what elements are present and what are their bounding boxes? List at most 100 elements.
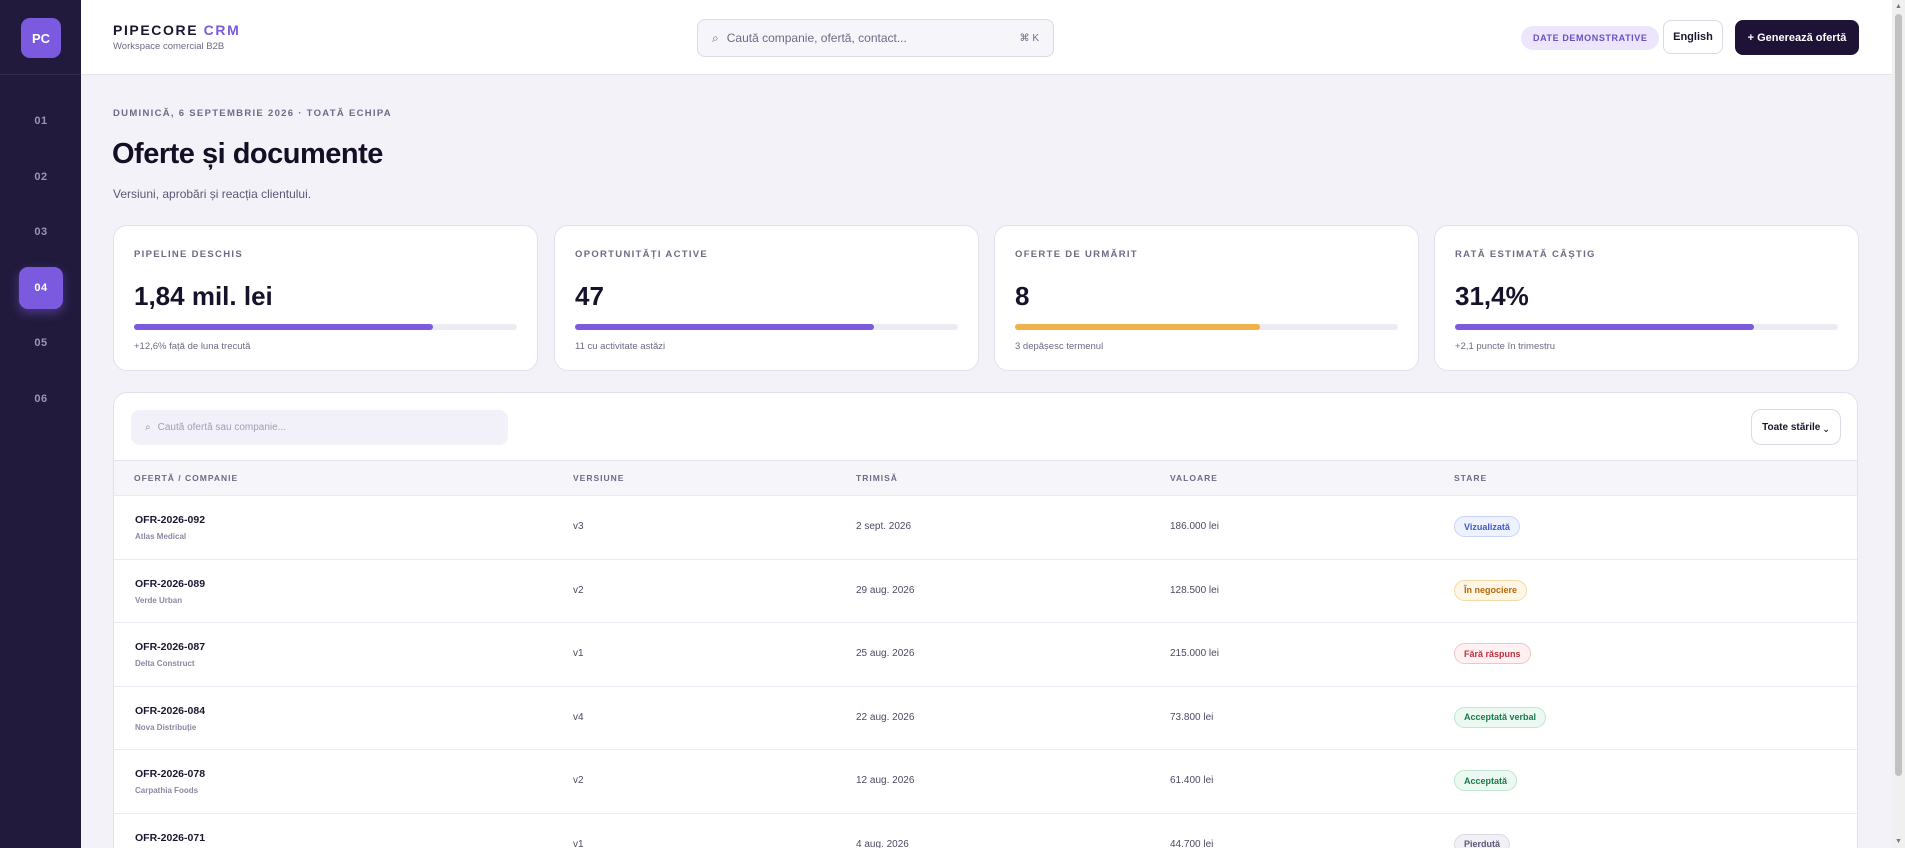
kpi-card: PIPELINE DESCHIS 1,84 mil. lei +12,6% față… xyxy=(113,225,538,371)
offers-table-card: ⌕ Toate stările ⌄ OFERTĂ / COMPANIE VERSI… xyxy=(113,392,1858,848)
table-row[interactable]: OFR-2026-087 Delta Construct v1 25 aug. 202… xyxy=(114,622,1857,685)
kpi-progress-fill xyxy=(1455,324,1754,330)
column-header[interactable]: TRIMISĂ xyxy=(856,473,898,483)
kpi-value: 8 xyxy=(1015,281,1030,311)
column-header[interactable]: VALOARE xyxy=(1170,473,1218,483)
status-filter-label: Toate stările xyxy=(1762,421,1821,433)
offer-version: v2 xyxy=(573,775,584,786)
offer-id[interactable]: OFR-2026-078 xyxy=(135,768,206,780)
offer-company: Carpathia Foods xyxy=(135,786,199,795)
offer-version: v1 xyxy=(573,648,584,659)
top-header: PIPECORE CRM Workspace comercial B2B ⌕ ⌘… xyxy=(81,0,1892,75)
brand-name: PIPECORE CRM xyxy=(113,22,240,38)
kpi-label: RATĂ ESTIMATĂ CÂȘTIG xyxy=(1455,249,1596,260)
brand-accent: CRM xyxy=(203,22,241,38)
kpi-label: PIPELINE DESCHIS xyxy=(134,249,243,260)
status-badge: Acceptată xyxy=(1454,770,1518,791)
offer-sent-date: 2 sept. 2026 xyxy=(856,521,912,532)
page-scrollbar[interactable]: ▲ ▼ xyxy=(1892,0,1905,848)
offer-company: Nova Distribuție xyxy=(135,722,197,732)
column-header[interactable]: STARE xyxy=(1454,473,1488,483)
global-search-input[interactable] xyxy=(726,31,1020,45)
offer-version: v3 xyxy=(573,521,584,532)
search-icon: ⌕ xyxy=(145,422,151,433)
kpi-value: 1,84 mil. lei xyxy=(134,281,273,311)
offer-value: 73.800 lei xyxy=(1170,711,1214,723)
offer-sent-date: 4 aug. 2026 xyxy=(856,838,909,848)
kpi-progress-track xyxy=(1015,324,1398,330)
offer-version: v1 xyxy=(573,838,584,848)
column-header[interactable]: VERSIUNE xyxy=(573,473,625,483)
offer-value: 44.700 lei xyxy=(1170,838,1214,848)
table-row[interactable]: OFR-2026-089 Verde Urban v2 29 aug. 2026 128… xyxy=(114,558,1857,622)
sidebar-item-01[interactable]: 01 xyxy=(34,115,48,127)
offer-version: v2 xyxy=(573,584,584,596)
app-logo[interactable]: PC xyxy=(21,18,61,58)
kpi-progress-fill xyxy=(1015,324,1261,330)
offers-search-input[interactable] xyxy=(157,422,494,433)
search-icon: ⌕ xyxy=(712,30,719,45)
offer-company: Verde Urban xyxy=(135,595,183,605)
offer-id[interactable]: OFR-2026-089 xyxy=(135,577,206,590)
offer-value: 215.000 lei xyxy=(1170,648,1219,659)
offer-value: 186.000 lei xyxy=(1170,521,1219,532)
language-button[interactable]: English xyxy=(1663,20,1723,54)
offer-version: v4 xyxy=(573,711,584,723)
offer-value: 128.500 lei xyxy=(1170,584,1219,596)
kpi-note: +2,1 puncte în trimestru xyxy=(1455,341,1556,352)
scroll-up-icon[interactable]: ▲ xyxy=(1895,3,1902,10)
offer-id[interactable]: OFR-2026-084 xyxy=(135,704,206,717)
kpi-label: OPORTUNITĂȚI ACTIVE xyxy=(575,249,709,260)
page-subtitle: Versiuni, aprobări și reacția clientului… xyxy=(113,187,312,201)
offer-company: Delta Construct xyxy=(135,659,195,668)
offer-value: 61.400 lei xyxy=(1170,775,1214,786)
generate-offer-button[interactable]: + Generează ofertă xyxy=(1735,20,1859,55)
sidebar-item-04[interactable]: 04 xyxy=(19,266,63,309)
table-row[interactable]: OFR-2026-071 v1 4 aug. 2026 44.700 lei Pierd… xyxy=(114,812,1857,848)
status-badge: Acceptată verbal xyxy=(1454,706,1547,728)
kpi-progress-track xyxy=(575,324,958,330)
offer-id[interactable]: OFR-2026-071 xyxy=(135,831,206,844)
sidebar-item-05[interactable]: 05 xyxy=(34,337,48,349)
global-search[interactable]: ⌕ ⌘ K xyxy=(697,19,1054,57)
brand-prefix: PIPECORE xyxy=(113,22,199,38)
brand: PIPECORE CRM Workspace comercial B2B xyxy=(113,22,240,52)
chevron-down-icon: ⌄ xyxy=(1822,423,1830,434)
offer-sent-date: 12 aug. 2026 xyxy=(856,775,915,786)
kpi-value: 47 xyxy=(575,281,604,311)
scroll-down-icon[interactable]: ▼ xyxy=(1895,838,1902,845)
status-filter-select[interactable]: Toate stările ⌄ xyxy=(1751,409,1841,445)
kpi-progress-fill xyxy=(575,324,874,330)
status-badge: Vizualizată xyxy=(1454,516,1520,537)
table-row[interactable]: OFR-2026-092 Atlas Medical v3 2 sept. 2026 1… xyxy=(114,495,1857,558)
table-header: OFERTĂ / COMPANIE VERSIUNE TRIMISĂ VALOARE S… xyxy=(114,460,1857,495)
kpi-card: RATĂ ESTIMATĂ CÂȘTIG 31,4% +2,1 puncte în … xyxy=(1434,225,1859,371)
kpi-progress-track xyxy=(134,324,517,330)
offer-id[interactable]: OFR-2026-087 xyxy=(135,641,206,653)
page-title: Oferte și documente xyxy=(112,138,383,170)
offer-sent-date: 25 aug. 2026 xyxy=(856,648,915,659)
offer-company: Atlas Medical xyxy=(135,532,187,541)
offers-search[interactable]: ⌕ xyxy=(131,410,508,445)
sidebar: PC 01 02 03 04 05 06 xyxy=(0,0,81,848)
kpi-card: OFERTE DE URMĂRIT 8 3 depășesc termenul xyxy=(994,225,1419,371)
offer-sent-date: 22 aug. 2026 xyxy=(856,711,915,723)
sidebar-item-06[interactable]: 06 xyxy=(34,392,48,405)
column-header[interactable]: OFERTĂ / COMPANIE xyxy=(134,473,239,483)
search-shortcut: ⌘ K xyxy=(1019,32,1039,44)
sidebar-item-03[interactable]: 03 xyxy=(34,226,48,238)
status-badge: Pierdută xyxy=(1454,833,1511,848)
table-row[interactable]: OFR-2026-078 Carpathia Foods v2 12 aug. 202… xyxy=(114,749,1857,812)
page-eyebrow: DUMINICĂ, 6 SEPTEMBRIE 2026 · TOATĂ ECHI… xyxy=(113,108,392,119)
kpi-note: +12,6% față de luna trecută xyxy=(134,341,251,352)
scroll-thumb[interactable] xyxy=(1895,14,1902,776)
table-row[interactable]: OFR-2026-084 Nova Distribuție v4 22 aug. 20… xyxy=(114,685,1857,749)
kpi-progress-track xyxy=(1455,324,1838,330)
kpi-label: OFERTE DE URMĂRIT xyxy=(1015,249,1138,260)
status-badge: Fără răspuns xyxy=(1454,643,1531,664)
demo-data-badge: DATE DEMONSTRATIVE xyxy=(1521,26,1660,50)
sidebar-item-02[interactable]: 02 xyxy=(34,170,48,183)
offer-id[interactable]: OFR-2026-092 xyxy=(135,514,206,526)
kpi-progress-fill xyxy=(134,324,433,330)
sidebar-divider xyxy=(0,74,81,75)
